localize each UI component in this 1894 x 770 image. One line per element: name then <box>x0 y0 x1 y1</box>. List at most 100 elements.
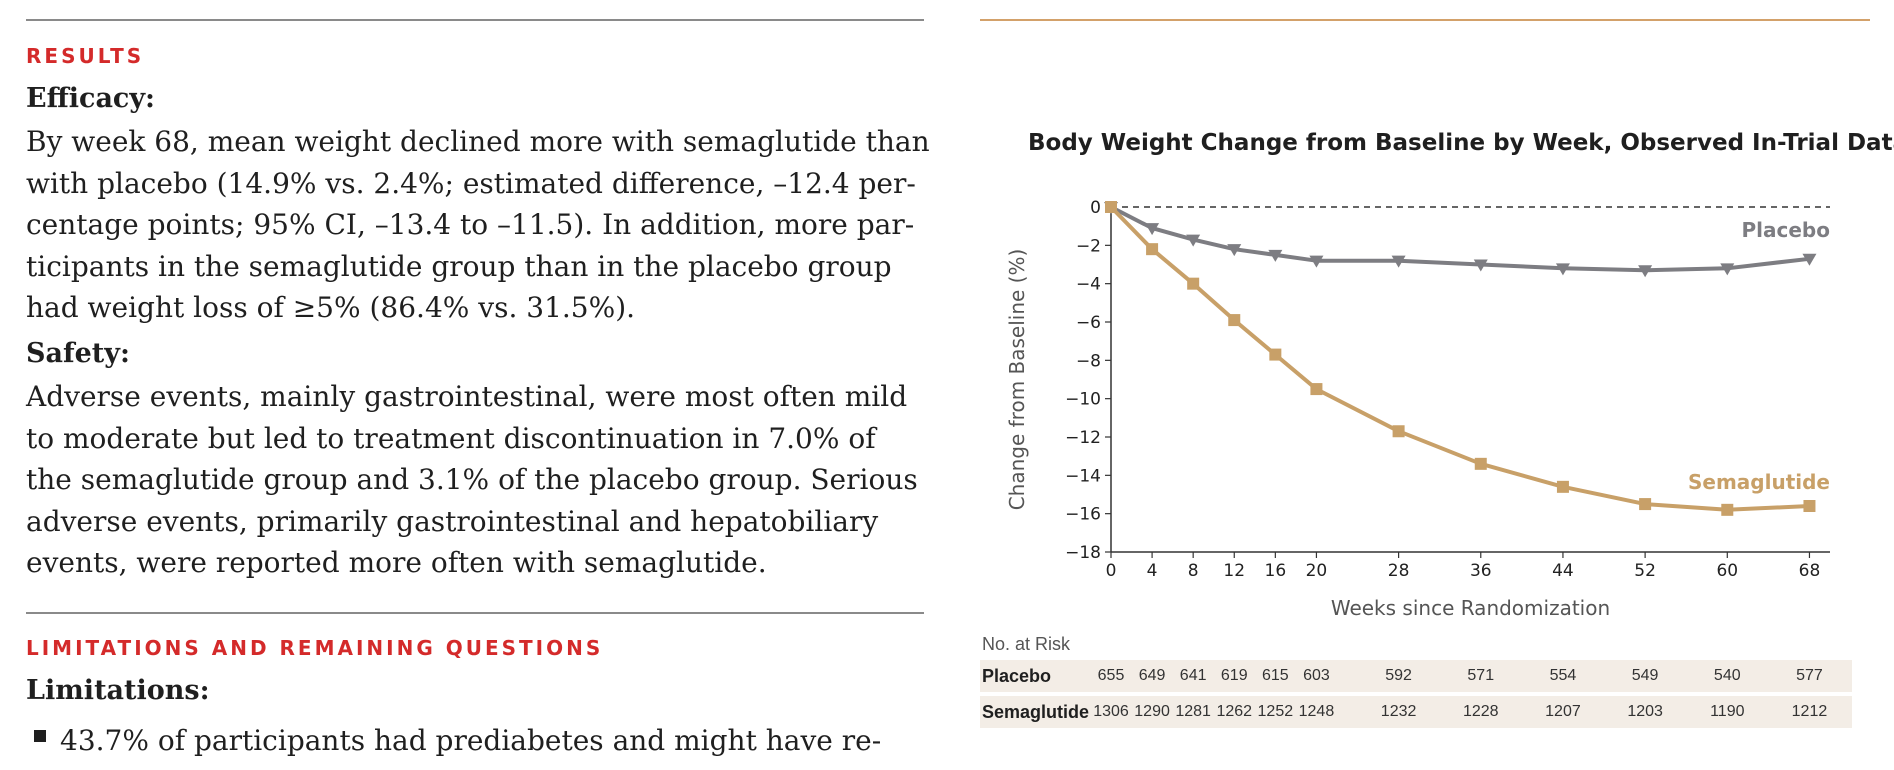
top-divider <box>26 19 924 21</box>
semaglutide-point <box>1187 277 1200 290</box>
y-tick-label: −14 <box>1065 466 1101 486</box>
risk-value: 1212 <box>1791 703 1828 720</box>
efficacy-heading: Efficacy: <box>26 83 156 114</box>
risk-value: 655 <box>1097 667 1125 684</box>
y-axis-title: Change from Baseline (%) <box>1005 249 1029 511</box>
risk-value: 554 <box>1549 667 1577 684</box>
risk-row-semaglutide: Semaglutide 1306 1290 1281 1262 1252 1248 1232 1… <box>980 696 1852 728</box>
bullet-square-icon <box>34 730 46 742</box>
semaglutide-point <box>1310 383 1323 396</box>
chart-panel: Body Weight Change from Baseline by Week… <box>980 0 1894 770</box>
summary-text-column: RESULTS Efficacy: By week 68, mean weigh… <box>26 0 930 770</box>
x-tick-label: 4 <box>1147 561 1158 581</box>
risk-value: 649 <box>1138 667 1166 684</box>
risk-value: 619 <box>1220 667 1248 684</box>
risk-row-placebo: Placebo 655 649 641 619 615 603 592 571 554 549 540… <box>980 660 1852 692</box>
y-tick-label: −18 <box>1065 543 1101 563</box>
limitation-bullet-text: 43.7% of participants had prediabetes an… <box>60 724 882 757</box>
risk-value: 1281 <box>1175 703 1211 720</box>
placebo-point <box>1268 249 1283 262</box>
efficacy-line: centage points; 95% CI, –13.4 to –11.5).… <box>26 208 915 241</box>
risk-value: 615 <box>1261 667 1289 684</box>
x-tick-label: 8 <box>1188 561 1199 581</box>
placebo-point <box>1145 223 1160 236</box>
x-tick-label: 20 <box>1306 561 1328 581</box>
safety-line: to moderate but led to treatment discont… <box>26 421 876 455</box>
semaglutide-series-label: Semaglutide <box>1688 470 1830 494</box>
chart-title: Body Weight Change from Baseline by Week… <box>1028 130 1894 156</box>
semaglutide-point <box>1803 500 1816 512</box>
semaglutide-point <box>1269 348 1282 361</box>
placebo-point <box>1186 234 1201 247</box>
section-divider <box>26 612 924 614</box>
semaglutide-point <box>1474 457 1487 470</box>
placebo-point <box>1391 255 1406 268</box>
x-tick-label: 16 <box>1265 561 1287 581</box>
semaglutide-series-line <box>1109 205 1810 512</box>
placebo-series-label: Placebo <box>1742 218 1831 242</box>
x-tick-label: 36 <box>1470 561 1492 581</box>
y-tick-label: −10 <box>1065 390 1101 410</box>
safety-line: the semaglutide group and 3.1% of the pl… <box>26 463 918 496</box>
semaglutide-point <box>1639 498 1652 511</box>
y-tick-label: −6 <box>1076 313 1101 333</box>
x-tick-label: 12 <box>1223 561 1245 581</box>
semaglutide-point <box>1721 503 1734 516</box>
limitations-heading: Limitations: <box>26 675 210 706</box>
y-tick-label: −12 <box>1065 428 1101 448</box>
safety-line: events, were reported more often with se… <box>26 546 767 579</box>
semaglutide-point <box>1228 314 1241 327</box>
risk-value: 1290 <box>1134 703 1170 720</box>
risk-value: 1228 <box>1462 703 1499 720</box>
placebo-point <box>1309 255 1324 268</box>
semaglutide-point <box>1146 243 1159 256</box>
placebo-point <box>1638 265 1653 278</box>
chart-top-rule <box>980 19 1870 21</box>
risk-value: 577 <box>1796 667 1823 684</box>
weight-change-chart: 0−2−4−6−8−10−12−14−16−180 4 8 12 16 20 28 36 44 5… <box>1005 198 1831 620</box>
placebo-point <box>1802 253 1817 266</box>
efficacy-line: had weight loss of ≥5% (86.4% vs. 31.5%)… <box>26 291 636 324</box>
risk-row-label: Semaglutide <box>982 702 1090 722</box>
limitation-bullet: 43.7% of participants had prediabetes an… <box>26 720 924 770</box>
efficacy-line: By week 68, mean weight declined more wi… <box>26 125 930 158</box>
y-tick-label: −2 <box>1076 236 1101 256</box>
y-tick-label: −16 <box>1065 505 1101 525</box>
placebo-point <box>1473 259 1488 272</box>
placebo-point <box>1555 263 1570 276</box>
risk-value: 1248 <box>1298 703 1335 720</box>
y-tick-label: 0 <box>1090 198 1101 218</box>
risk-value: 1262 <box>1216 703 1253 720</box>
efficacy-paragraph: By week 68, mean weight declined more wi… <box>26 121 930 329</box>
limitations-section-heading: LIMITATIONS AND REMAINING QUESTIONS <box>26 636 604 660</box>
results-heading: RESULTS <box>26 44 145 68</box>
risk-value: 1207 <box>1545 703 1581 720</box>
safety-line: Adverse events, mainly gastrointestinal,… <box>26 380 908 413</box>
risk-value: 1232 <box>1380 703 1417 720</box>
semaglutide-point <box>1392 425 1405 438</box>
placebo-series-line <box>1110 205 1810 273</box>
safety-line: adverse events, primarily gastrointestin… <box>26 504 879 538</box>
risk-value: 603 <box>1303 667 1330 684</box>
y-tick-label: −8 <box>1076 351 1101 371</box>
risk-value: 1190 <box>1710 703 1745 720</box>
risk-value: 540 <box>1713 667 1741 684</box>
placebo-point <box>1227 244 1242 257</box>
x-tick-label: 28 <box>1388 561 1410 581</box>
x-tick-label: 0 <box>1106 561 1117 581</box>
y-tick-label: −4 <box>1076 275 1101 295</box>
risk-value: 1203 <box>1627 703 1663 720</box>
semaglutide-point <box>1105 201 1117 213</box>
risk-value: 1252 <box>1257 703 1294 720</box>
x-axis-title: Weeks since Randomization <box>1331 596 1610 620</box>
risk-value: 571 <box>1467 667 1495 684</box>
x-tick-label: 68 <box>1799 561 1821 581</box>
safety-heading: Safety: <box>26 338 130 369</box>
risk-value: 549 <box>1631 667 1659 684</box>
x-tick-label: 52 <box>1634 561 1656 581</box>
risk-value: 592 <box>1385 667 1412 684</box>
semaglutide-point <box>1556 480 1569 493</box>
risk-value: 641 <box>1179 667 1207 684</box>
placebo-point <box>1720 263 1735 276</box>
efficacy-line: ticipants in the semaglutide group than … <box>26 249 892 283</box>
